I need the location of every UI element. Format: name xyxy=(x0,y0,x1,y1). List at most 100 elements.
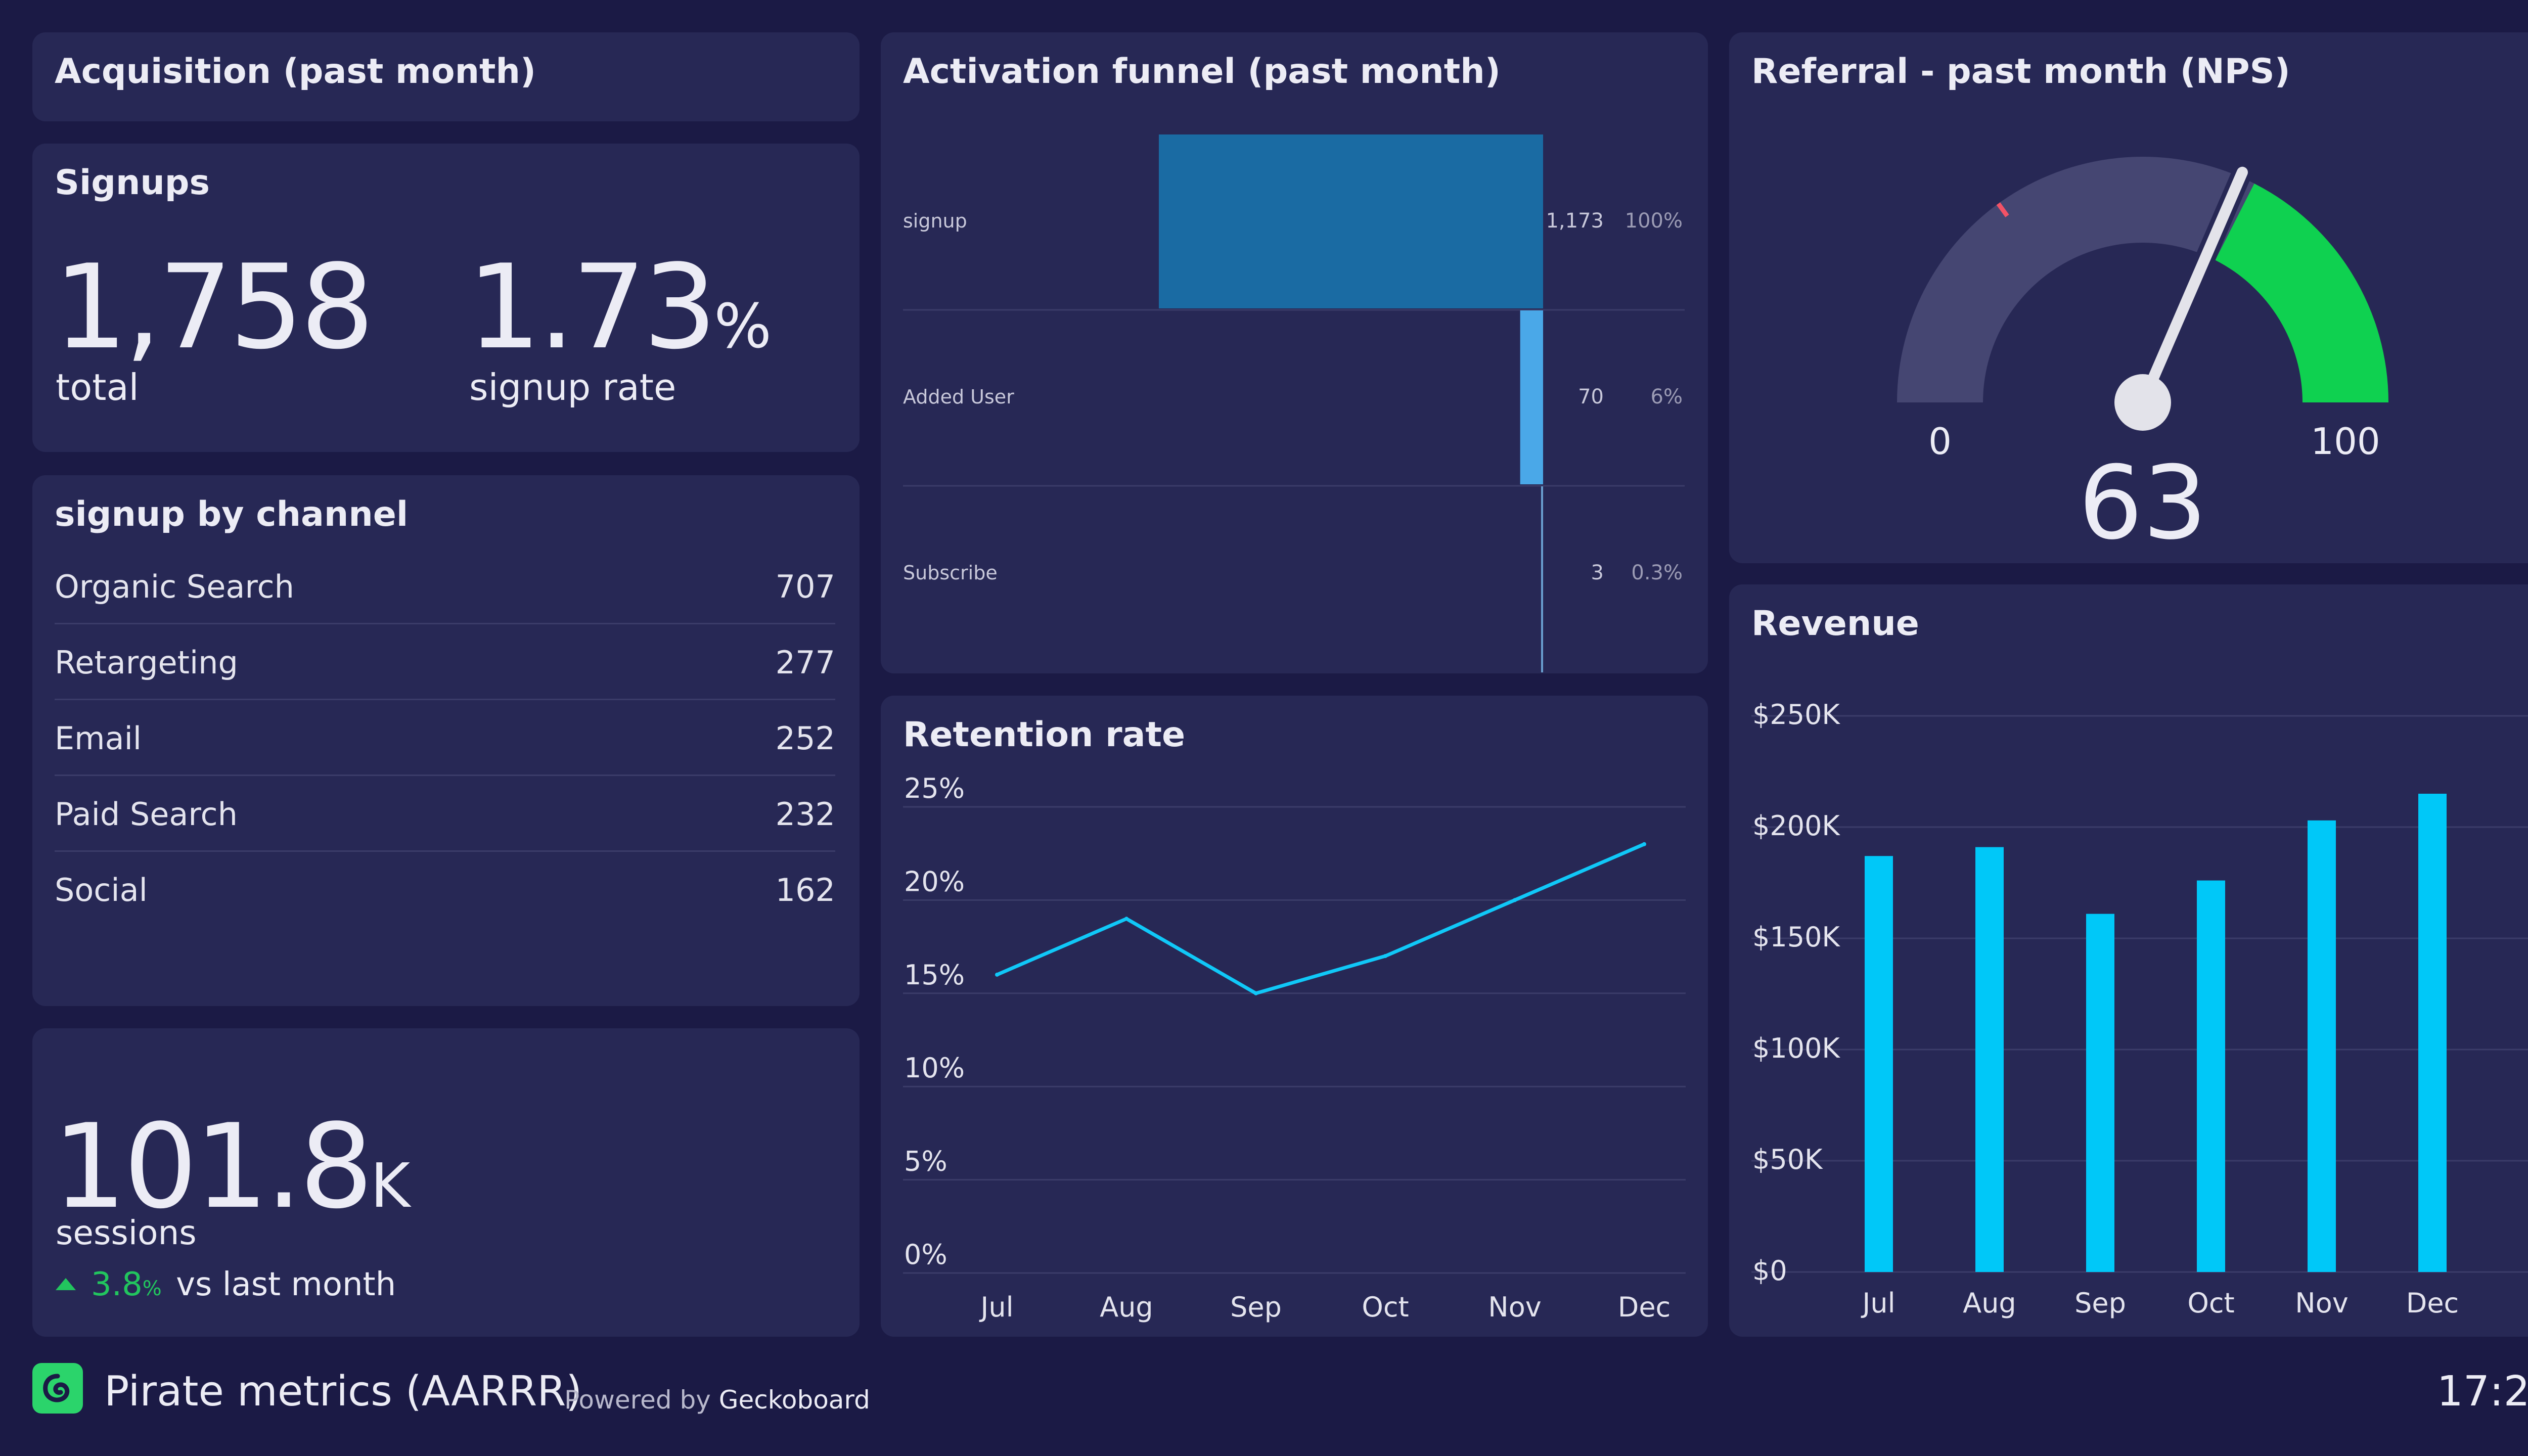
funnel-step-label: Added User xyxy=(903,386,1014,408)
nps-gauge: 0 100 63 xyxy=(1897,157,2388,562)
powered-by: Powered by Geckoboard xyxy=(564,1385,870,1415)
sessions-value: 101.8K xyxy=(53,1100,411,1235)
channel-value: 707 xyxy=(775,568,835,605)
gauge-red-threshold xyxy=(1996,202,2009,217)
gauge-needle-hub xyxy=(2114,374,2171,431)
row-divider xyxy=(55,623,835,624)
clock: 17:23 xyxy=(2436,1368,2528,1416)
channel-value: 252 xyxy=(775,719,835,757)
y-tick-label: $50K xyxy=(1752,1144,1823,1175)
x-tick-label: Sep xyxy=(1230,1291,1282,1323)
retention-point xyxy=(1383,954,1387,959)
y-tick-label: $250K xyxy=(1752,699,1840,731)
signups-panel: Signups 1,758 total 1.73% signup rate xyxy=(32,144,860,452)
y-tick-label: $150K xyxy=(1752,921,1840,953)
channel-name: Retargeting xyxy=(55,644,238,681)
funnel-title: Activation funnel (past month) xyxy=(903,52,1501,92)
funnel-bar xyxy=(1541,486,1543,672)
row-divider xyxy=(55,850,835,852)
y-tick-label: 20% xyxy=(904,866,965,897)
gauge-needle xyxy=(2137,166,2248,408)
channel-name: Email xyxy=(55,719,142,757)
revenue-bar xyxy=(2418,794,2447,1272)
channel-value: 232 xyxy=(775,795,835,833)
x-tick-label: Sep xyxy=(2074,1287,2126,1319)
gauge-min-label: 0 xyxy=(1928,420,1952,463)
channel-row: Organic Search 707 xyxy=(55,549,835,624)
revenue-title: Revenue xyxy=(1751,604,1919,644)
funnel-step-count: 1,173 xyxy=(1546,209,1604,233)
channel-name: Organic Search xyxy=(55,568,294,605)
revenue-panel: Revenue $0 $50K $100K $150K $200K $250K Jul Aug… xyxy=(1729,584,2528,1337)
y-tick-label: $200K xyxy=(1752,810,1840,842)
x-tick-label: Jul xyxy=(979,1291,1013,1323)
channel-row: Retargeting 277 xyxy=(55,624,835,700)
x-tick-label: Dec xyxy=(2406,1287,2459,1319)
retention-point xyxy=(1254,991,1258,995)
y-tick-label: 5% xyxy=(904,1146,947,1177)
funnel-bar xyxy=(1520,310,1543,484)
channel-row: Email 252 xyxy=(55,700,835,776)
funnel-panel: Activation funnel (past month) signup 1,1… xyxy=(881,32,1708,673)
channel-value: 162 xyxy=(775,871,835,908)
nps-title: Referral - past month (NPS) xyxy=(1751,52,2290,92)
retention-point xyxy=(995,972,999,977)
signup-rate-label: signup rate xyxy=(469,366,676,408)
dashboard-title: Pirate metrics (AARRR) xyxy=(104,1368,582,1416)
sessions-change-label: vs last month xyxy=(176,1266,396,1303)
revenue-bar xyxy=(2197,880,2225,1272)
funnel-step-percent: 6% xyxy=(1651,385,1683,408)
row-divider xyxy=(55,699,835,700)
channel-title: signup by channel xyxy=(55,494,409,534)
y-tick-label: 0% xyxy=(904,1239,947,1270)
retention-panel: Retention rate 0% 5% 10% 15% 20% 25% Jul Aug Sep… xyxy=(881,696,1708,1337)
y-tick-label: $100K xyxy=(1752,1032,1840,1064)
acquisition-header-panel: Acquisition (past month) xyxy=(32,32,860,121)
signups-title: Signups xyxy=(55,163,210,203)
revenue-bar xyxy=(2308,820,2336,1272)
revenue-chart: $0 $50K $100K $150K $200K $250K Jul Aug Sep Oct No… xyxy=(1751,699,2528,1319)
channel-row: Social 162 xyxy=(55,852,835,928)
channel-row: Paid Search 232 xyxy=(55,776,835,852)
channel-name: Paid Search xyxy=(55,795,238,833)
powered-by-brand[interactable]: Geckoboard xyxy=(718,1385,870,1415)
revenue-bar xyxy=(1865,856,1893,1272)
retention-chart: 0% 5% 10% 15% 20% 25% Jul Aug Sep Oct Nov Dec xyxy=(903,772,1686,1323)
row-divider xyxy=(55,775,835,776)
nps-value: 63 xyxy=(2079,444,2207,562)
retention-point xyxy=(1513,898,1517,902)
signups-total-value: 1,758 xyxy=(54,240,374,375)
retention-point xyxy=(1642,842,1646,846)
nps-panel: Referral - past month (NPS) 0 100 63 xyxy=(1729,32,2528,563)
sessions-change: 3.8% vs last month xyxy=(56,1266,396,1303)
retention-title: Retention rate xyxy=(903,715,1186,755)
x-tick-label: Oct xyxy=(2187,1287,2234,1319)
x-tick-label: Nov xyxy=(2295,1287,2348,1319)
retention-point xyxy=(1124,917,1128,921)
funnel-bar xyxy=(1159,134,1543,308)
y-tick-label: 25% xyxy=(904,772,965,804)
y-tick-label: $0 xyxy=(1752,1255,1787,1287)
signup-rate-value: 1.73% xyxy=(467,240,772,375)
funnel-step-percent: 0.3% xyxy=(1631,561,1683,584)
funnel-step-count: 70 xyxy=(1578,385,1604,408)
acquisition-title: Acquisition (past month) xyxy=(55,52,536,92)
y-tick-label: 10% xyxy=(904,1052,965,1084)
channel-value: 277 xyxy=(775,644,835,681)
channel-panel: signup by channel Organic Search 707 Retar… xyxy=(32,475,860,1006)
funnel-step-percent: 100% xyxy=(1625,209,1683,233)
funnel-step-label: signup xyxy=(903,210,967,232)
sessions-panel: 101.8K sessions 3.8% vs last month xyxy=(32,1028,860,1337)
funnel-step-label: Subscribe xyxy=(903,562,998,584)
gauge-track xyxy=(1897,157,2254,402)
geckoboard-logo-icon xyxy=(32,1363,83,1414)
x-tick-label: Oct xyxy=(1362,1291,1409,1323)
retention-line xyxy=(995,842,1646,995)
x-tick-label: Jul xyxy=(1861,1287,1895,1319)
sessions-label: sessions xyxy=(56,1213,197,1252)
x-tick-label: Aug xyxy=(1100,1291,1153,1323)
revenue-bar xyxy=(2086,914,2114,1272)
gauge-green-zone xyxy=(2215,183,2388,402)
x-tick-label: Dec xyxy=(1618,1291,1671,1323)
channel-name: Social xyxy=(55,871,148,908)
